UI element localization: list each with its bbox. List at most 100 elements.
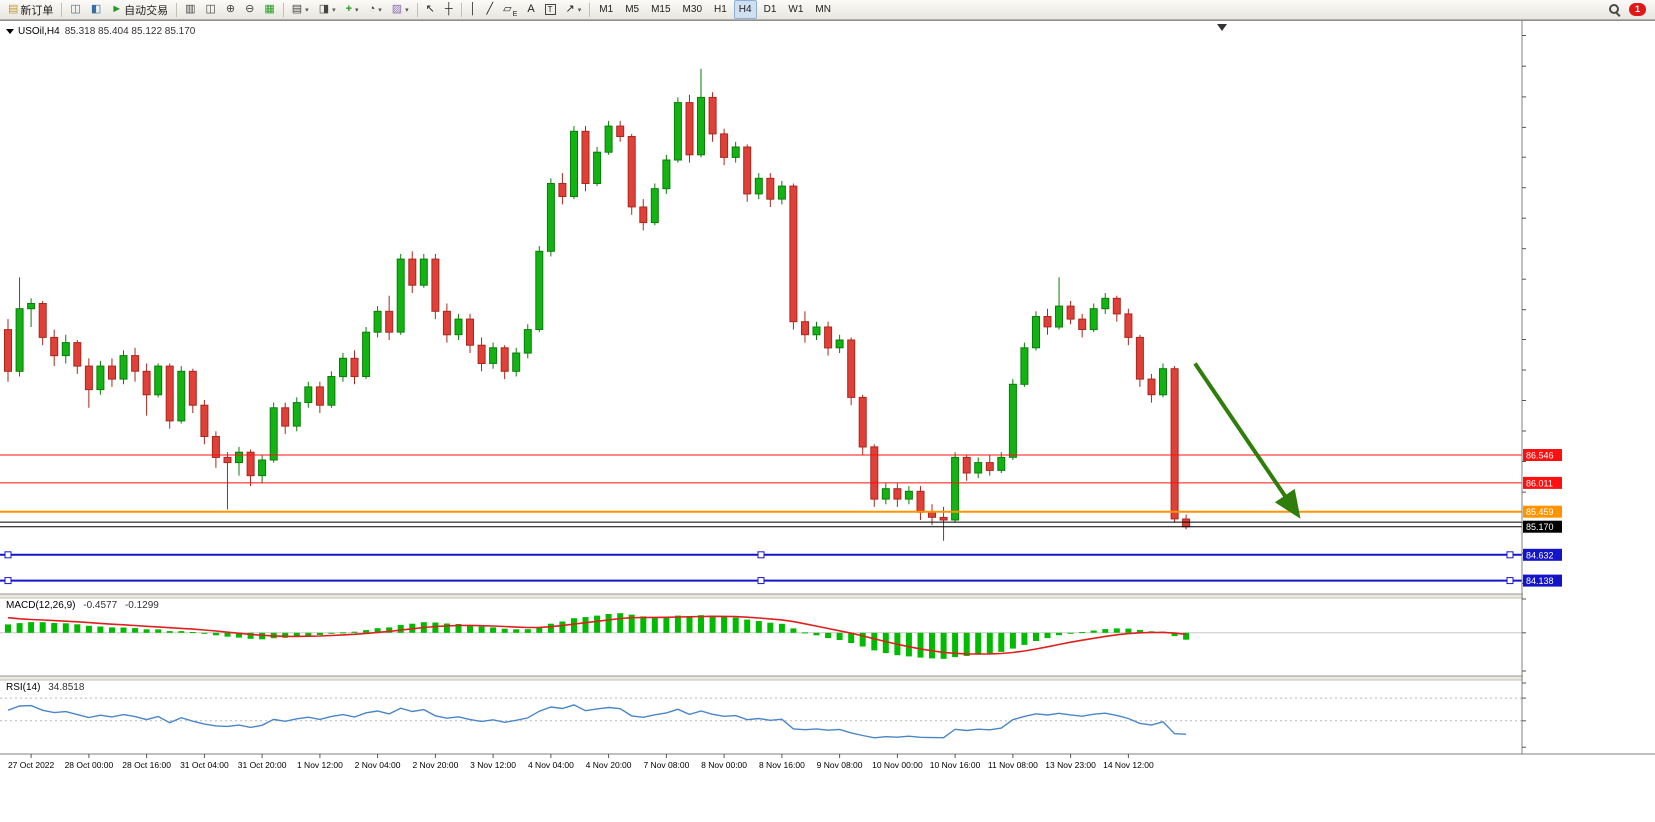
- timeframe-m15-button[interactable]: M15: [651, 4, 671, 15]
- macd-bar: [905, 632, 912, 657]
- text-icon: A: [527, 3, 535, 15]
- shapes-button[interactable]: ↗ ▾: [562, 0, 586, 19]
- timeframe-m30-button[interactable]: M30: [682, 4, 702, 15]
- candle: [881, 488, 890, 500]
- candles-chart-icon: ◫: [205, 3, 216, 15]
- line-handle[interactable]: [4, 577, 12, 585]
- candle: [512, 352, 521, 372]
- panel-separator[interactable]: [0, 676, 1655, 680]
- data-window-button[interactable]: ◧: [87, 0, 105, 19]
- candle: [766, 177, 775, 200]
- candle: [1089, 308, 1098, 331]
- candle: [858, 396, 867, 448]
- crosshair-button[interactable]: ┼: [441, 0, 457, 19]
- macd-bar: [212, 632, 219, 636]
- price-tick-label: 92.255: [1529, 21, 1558, 24]
- macd-bar: [605, 614, 612, 633]
- cursor-button[interactable]: ↖: [422, 0, 439, 19]
- line-handle[interactable]: [1506, 551, 1514, 559]
- macd-bar: [547, 623, 554, 633]
- macd-bar: [744, 619, 751, 633]
- zoom-in-button[interactable]: ⊕: [222, 0, 239, 19]
- symbol-label: USOil,H4: [18, 26, 60, 37]
- price-tag-label: 85.459: [1526, 507, 1554, 517]
- macd-bar: [571, 618, 577, 633]
- macd-bar: [778, 623, 785, 633]
- market-watch-button[interactable]: ◫: [66, 0, 84, 19]
- macd-bar: [39, 622, 46, 633]
- chart-shift-marker[interactable]: [1217, 24, 1227, 31]
- macd-bar: [143, 629, 150, 633]
- label-button[interactable]: T: [541, 0, 560, 19]
- line-handle[interactable]: [757, 551, 765, 559]
- macd-bar: [201, 632, 208, 634]
- algo-trading-button[interactable]: ► 自动交易: [107, 0, 172, 19]
- candle: [1078, 318, 1087, 331]
- price-tag-label: 84.138: [1526, 576, 1554, 586]
- profiles-button[interactable]: ◨ ▾: [315, 0, 340, 19]
- chart-canvas[interactable]: 94.58893.99993.41092.82592.25591.67091.0…: [0, 21, 1655, 822]
- bars-chart-button[interactable]: ▥: [181, 0, 199, 19]
- line-handle[interactable]: [1506, 577, 1514, 585]
- line-handle[interactable]: [757, 577, 765, 585]
- candle: [281, 407, 290, 427]
- dropdown-arrow-icon[interactable]: ▾: [355, 6, 359, 14]
- candle: [500, 347, 509, 372]
- dropdown-arrow-icon[interactable]: ▾: [305, 6, 309, 14]
- profiles-icon: ◨: [318, 3, 330, 15]
- trendline-button[interactable]: ╱: [483, 0, 498, 19]
- notification-badge[interactable]: 1: [1629, 3, 1646, 16]
- price-tick-label: 85.835: [1529, 21, 1558, 24]
- symbol-dropdown-icon[interactable]: [6, 29, 14, 34]
- new-chart-button[interactable]: ▤ ▾: [288, 0, 313, 19]
- macd-bar: [859, 632, 866, 647]
- price-tick-label: 89.330: [1529, 21, 1558, 24]
- dropdown-arrow-icon[interactable]: ▾: [332, 6, 336, 14]
- periods-button[interactable]: ◔ ▾: [365, 0, 386, 19]
- timeframe-d1-button[interactable]: D1: [763, 4, 777, 15]
- time-axis[interactable]: 27 Oct 2022 28 Oct 00:00 28 Oct 16:00 31 Oc…: [8, 754, 1154, 770]
- trend-arrow[interactable]: [1193, 362, 1301, 519]
- toolbar-button-strip: ▤ 新订单 ◫ ◧ ► 自动交易 ▥ ◫ ⊕ ⊖ ▦ ▤ ▾ ◨ ▾ + ▾ ◔ ▾ ▨ ▾ ↖ ┼ │ ╱ ▱ E A T ↗ ▾ M1 M5…: [3, 0, 837, 20]
- timeframe-w1-button[interactable]: W1: [788, 4, 804, 15]
- candle: [235, 451, 243, 464]
- timeframe-h4-button[interactable]: H4: [733, 0, 757, 19]
- macd-bar: [1125, 628, 1132, 633]
- dropdown-arrow-icon[interactable]: ▾: [405, 6, 409, 14]
- dropdown-arrow-icon[interactable]: ▾: [577, 6, 582, 14]
- price-tick-label: -1.3733: [1529, 21, 1561, 24]
- time-axis-label: 28 Oct 00:00: [65, 760, 114, 770]
- price-axis[interactable]: 94.58893.99993.41092.82592.25591.67091.0…: [1522, 21, 1561, 748]
- timeframe-m1-button[interactable]: M1: [599, 4, 614, 15]
- search-icon[interactable]: [1608, 3, 1621, 16]
- macd-bar: [178, 631, 185, 633]
- toolbar-separator: [282, 2, 284, 17]
- text-button[interactable]: A: [523, 0, 538, 19]
- candle: [1124, 313, 1133, 338]
- candle: [685, 102, 694, 156]
- line-handle[interactable]: [4, 551, 12, 559]
- dropdown-arrow-icon[interactable]: ▾: [378, 6, 382, 14]
- candles-chart-button[interactable]: ◫: [202, 0, 220, 19]
- panel-separator[interactable]: [0, 594, 1655, 598]
- algo-trading-button-label: 自动交易: [124, 4, 169, 17]
- macd-bar: [640, 616, 647, 633]
- candle: [835, 339, 844, 349]
- new-order-button[interactable]: ▤ 新订单: [4, 0, 57, 19]
- macd-bar: [524, 629, 531, 633]
- price-tick-label: 93.410: [1529, 21, 1558, 24]
- add-indicator-button[interactable]: + ▾: [342, 0, 363, 19]
- timeframe-m5-button[interactable]: M5: [625, 4, 640, 15]
- timeframe-mn-button[interactable]: MN: [815, 4, 831, 15]
- timeframe-h1-button[interactable]: H1: [714, 4, 727, 15]
- templates-button[interactable]: ▨ ▾: [388, 0, 413, 19]
- candle: [801, 321, 809, 336]
- zoom-out-button[interactable]: ⊖: [241, 0, 258, 19]
- time-axis-label: 4 Nov 04:00: [528, 760, 574, 770]
- equidistant-channel-button[interactable]: ▱ E: [499, 0, 521, 19]
- tile-windows-button[interactable]: ▦: [260, 0, 278, 19]
- time-axis-label: 13 Nov 23:00: [1045, 760, 1096, 770]
- vertical-line-button[interactable]: │: [466, 0, 481, 19]
- candle: [96, 365, 105, 391]
- macd-bar: [1079, 632, 1086, 634]
